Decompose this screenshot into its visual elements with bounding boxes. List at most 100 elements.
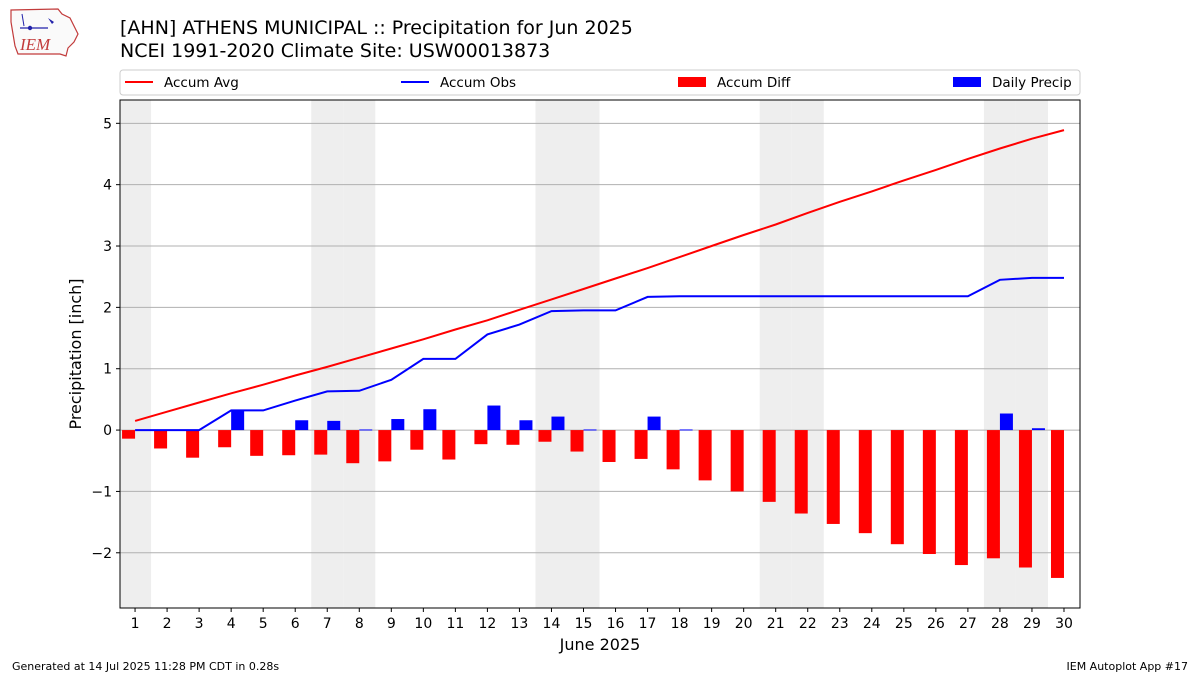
x-tick-label: 1 [131,616,140,632]
daily-precip-bar [519,420,533,431]
x-tick-label: 10 [414,616,432,632]
y-tick-label: 5 [103,116,112,132]
legend-swatch [678,77,706,87]
x-tick-label: 20 [735,616,753,632]
x-tick-label: 24 [863,616,881,632]
x-tick-label: 14 [543,616,561,632]
x-tick-label: 21 [767,616,785,632]
daily-precip-bar [231,410,245,431]
x-tick-label: 9 [387,616,396,632]
weekend-shade [567,100,600,608]
x-tick-label: 6 [291,616,300,632]
chart-title: [AHN] ATHENS MUNICIPAL :: Precipitation … [120,17,633,39]
x-tick-label: 15 [575,616,593,632]
x-tick-label: 19 [703,616,721,632]
legend-label: Accum Obs [440,75,516,91]
daily-precip-bar [647,416,661,431]
y-tick-label: −1 [91,484,112,500]
x-tick-label: 11 [446,616,464,632]
x-tick-label: 22 [799,616,817,632]
generated-timestamp: Generated at 14 Jul 2025 11:28 PM CDT in… [12,660,280,673]
legend-swatch [953,77,981,87]
legend-label: Accum Diff [717,75,791,91]
legend: Accum Avg Accum Obs Accum Diff Daily Precip [119,69,1081,96]
daily-precip-bar [423,409,437,431]
accum-diff-bar [346,430,360,464]
accum-avg-line [134,129,1065,422]
accum-diff-bar [794,430,808,514]
x-tick-label: 18 [671,616,689,632]
x-tick-label: 13 [511,616,529,632]
plot-frame [119,99,1081,609]
accum-diff-bar [186,430,200,458]
weekend-shade [759,100,792,608]
accum-diff-bar [858,430,872,534]
accum-diff-bar [410,430,424,450]
accum-diff-bar [762,430,776,502]
app-credit: IEM Autoplot App #17 [1066,660,1189,673]
accum-diff-bar [282,430,296,456]
y-axis-label: Precipitation [inch] [66,278,85,429]
accum-diff-bar [250,430,264,456]
x-axis-label: June 2025 [559,635,641,654]
weekend-shade [791,100,824,608]
x-tick-label: 16 [607,616,625,632]
x-tick-label: 27 [959,616,977,632]
accum-diff-bar [570,430,584,452]
accum-diff-bar [602,430,616,462]
x-tick-label: 26 [927,616,945,632]
daily-precip-bar [487,405,501,431]
daily-precip-bar [295,420,309,431]
daily-precip-bar [391,419,405,431]
chart-subtitle: NCEI 1991-2020 Climate Site: USW00013873 [120,40,551,62]
x-tick-label: 17 [639,616,657,632]
x-tick-label: 8 [355,616,364,632]
y-tick-label: −2 [91,546,112,562]
x-tick-label: 7 [323,616,332,632]
y-tick-label: 0 [103,423,112,439]
accum-diff-bar [378,430,392,462]
accum-diff-bar [826,430,840,524]
daily-precip-bar [359,429,373,431]
weekend-shade [120,100,152,608]
plot-area [120,100,1080,608]
accum-diff-bar [314,430,328,455]
accum-diff-bar [154,430,168,449]
accum-diff-bar [1050,430,1064,578]
y-tick-label: 4 [103,178,112,194]
daily-precip-bar [999,413,1013,431]
y-tick-label: 2 [103,300,112,316]
accum-diff-bar [218,430,232,448]
weekend-shade [535,100,568,608]
accum-diff-bar [474,430,488,445]
accum-diff-bar [506,430,520,445]
iem-logo: IEM [10,8,79,57]
accum-obs-line [135,276,1064,432]
x-tick-label: 25 [895,616,913,632]
y-tick-label: 3 [103,239,112,255]
daily-precip-bar [583,429,597,431]
accum-diff-bar [538,430,552,442]
x-tick-label: 30 [1055,616,1073,632]
legend-label: Accum Avg [164,75,239,91]
accum-diff-bar [730,430,744,492]
legend-box [119,69,1081,96]
accum-diff-bar [634,430,648,459]
x-tick-label: 28 [991,616,1009,632]
accum-diff-bar [890,430,904,545]
y-tick-label: 1 [103,362,112,378]
accum-diff-bar [922,430,936,555]
x-tick-label: 12 [478,616,496,632]
daily-precip-bar [327,420,341,431]
daily-precip-bar [679,429,693,431]
x-tick-label: 3 [195,616,204,632]
accum-diff-bar [954,430,968,566]
accum-diff-bar [986,430,1000,559]
weekend-shade [311,100,344,608]
x-tick-label: 29 [1023,616,1041,632]
svg-text:IEM: IEM [19,35,51,54]
accum-diff-bar [442,430,456,460]
accum-diff-bar [1018,430,1032,568]
accum-diff-bar [666,430,680,470]
